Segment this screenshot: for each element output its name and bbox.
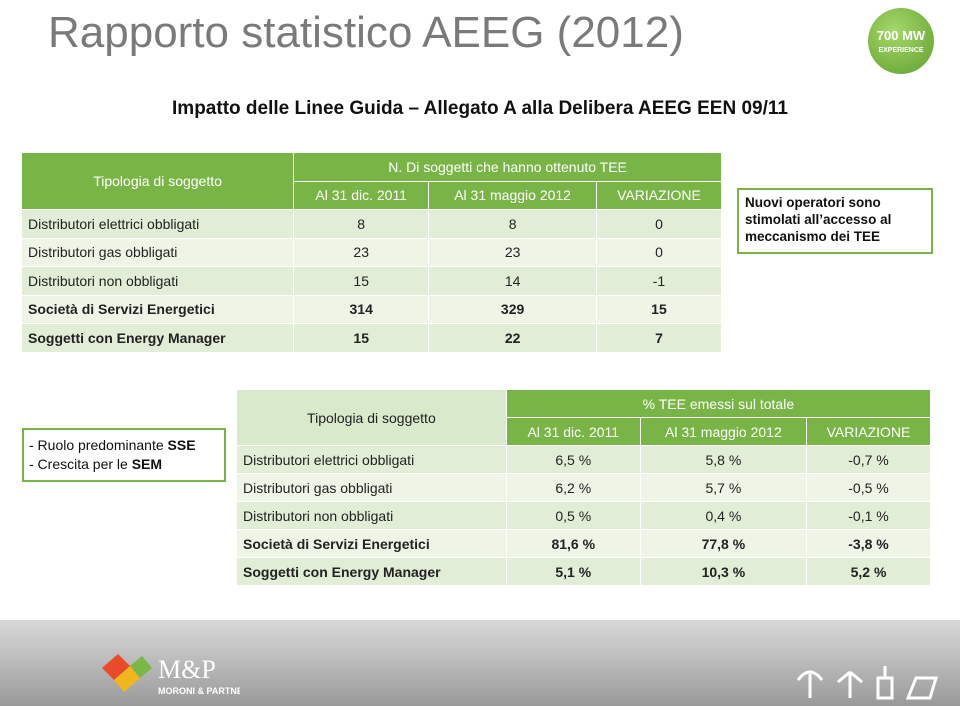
cell: -0,5 % <box>807 474 931 502</box>
cell: 329 <box>429 295 597 324</box>
row-label: Distributori elettrici obbligati <box>237 446 507 474</box>
logo-text: 700 MW <box>876 28 926 43</box>
group-header: % TEE emessi sul totale <box>506 390 931 418</box>
header-row: Al 31 dic. 2011 Al 31 maggio 2012 VARIAZIO… <box>237 418 931 446</box>
row-label: Distributori non obbligati <box>22 267 295 296</box>
logo: 700 MW EXPERIENCE <box>868 8 934 74</box>
cell: 314 <box>294 295 430 324</box>
row-label: Distributori non obbligati <box>237 502 507 530</box>
cell: 5,7 % <box>640 474 807 502</box>
text: - Ruolo predominante <box>29 437 168 453</box>
cell: 5,8 % <box>640 446 807 474</box>
cell: 10,3 % <box>640 558 807 586</box>
header-row: Al 31 dic. 2011 Al 31 maggio 2012 VARIAZIO… <box>22 181 722 210</box>
cell: 0 <box>596 238 722 267</box>
cell: 77,8 % <box>640 530 807 558</box>
title: Rapporto statistico AEEG (2012) <box>48 8 684 57</box>
column-header: Al 31 maggio 2012 <box>640 418 807 446</box>
text: SSE <box>167 437 196 453</box>
row-header: Tipologia di soggetto <box>237 390 507 446</box>
cell: 14 <box>429 267 597 296</box>
table-row: Distributori elettrici obbligati 8 8 0 <box>22 210 722 239</box>
cell: 23 <box>429 238 597 267</box>
cell: 23 <box>294 238 430 267</box>
row-label: Soggetti con Energy Manager <box>22 324 295 353</box>
cell: 15 <box>294 267 430 296</box>
cell: 0,5 % <box>506 502 641 530</box>
brand-sub: MORONI & PARTNERS <box>158 686 240 696</box>
side-note: - Ruolo predominante SSE - Crescita per … <box>22 428 226 482</box>
table-row: Distributori gas obbligati 6,2 % 5,7 % -0,5… <box>237 474 931 502</box>
table-row: Società di Servizi Energetici 81,6 % 77,8 … <box>237 530 931 558</box>
header-row: Tipologia di soggetto% TEE emessi sul to… <box>237 390 931 446</box>
row-label: Società di Servizi Energetici <box>237 530 507 558</box>
cell: -1 <box>596 267 722 296</box>
line: - Crescita per le SEM <box>29 455 219 474</box>
table-row: Soggetti con Energy Manager 5,1 % 10,3 % 5,… <box>237 558 931 586</box>
table-row: Distributori elettrici obbligati 6,5 % 5,8… <box>237 446 931 474</box>
logo-shape <box>102 654 130 680</box>
cell: 7 <box>596 324 722 353</box>
table-row: Distributori non obbligati 0,5 % 0,4 % -0,1… <box>237 502 931 530</box>
row-label: Società di Servizi Energetici <box>22 295 295 324</box>
column-header: VARIAZIONE <box>807 418 931 446</box>
column-header: Al 31 dic. 2011 <box>294 181 430 210</box>
group-header: N. Di soggetti che hanno ottenuto TEE <box>294 153 722 182</box>
cell: -0,7 % <box>807 446 931 474</box>
line: - Ruolo predominante SSE <box>29 436 219 455</box>
cell: 5,1 % <box>506 558 641 586</box>
note: Nuovi operatori sono stimolati all’acces… <box>737 188 933 254</box>
cell: 6,5 % <box>506 446 641 474</box>
cell: 22 <box>429 324 597 353</box>
brand-logo: M&P MORONI & PARTNERS <box>102 654 240 696</box>
cell: 15 <box>596 295 722 324</box>
logo-shape <box>130 656 152 678</box>
row-header: Tipologia di soggetto <box>22 153 295 210</box>
header-row: Tipologia di soggetto N. Di soggetti che … <box>22 153 722 210</box>
table-row: Società di Servizi Energetici 314 329 15 <box>22 295 722 324</box>
table-row: Distributori non obbligati 15 14 -1 <box>22 267 722 296</box>
column-header: Al 31 maggio 2012 <box>429 181 597 210</box>
row-label: Soggetti con Energy Manager <box>237 558 507 586</box>
cell: 8 <box>294 210 430 239</box>
cell: 5,2 % <box>807 558 931 586</box>
column-header: VARIAZIONE <box>596 181 722 210</box>
cell: 81,6 % <box>506 530 641 558</box>
cell: 0 <box>596 210 722 239</box>
table-row: Distributori gas obbligati 23 23 0 <box>22 238 722 267</box>
cell: 0,4 % <box>640 502 807 530</box>
row-label: Distributori elettrici obbligati <box>22 210 295 239</box>
cell: 8 <box>429 210 597 239</box>
cell: 6,2 % <box>506 474 641 502</box>
icons <box>796 666 939 700</box>
text: SEM <box>131 456 163 472</box>
row-label: Distributori gas obbligati <box>237 474 507 502</box>
column-header: Al 31 dic. 2011 <box>506 418 641 446</box>
brand-name: M&P <box>158 655 216 684</box>
table: Tipologia di soggetto% TEE emessi sul to… <box>237 390 931 586</box>
logo-shape <box>114 666 140 692</box>
row-label: Distributori gas obbligati <box>22 238 295 267</box>
text: - Crescita per le <box>29 456 132 472</box>
logo-subtext: EXPERIENCE <box>878 47 924 54</box>
table: Tipologia di soggetto N. Di soggetti che … <box>22 153 722 353</box>
subtitle: Impatto delle Linee Guida – Allegato A a… <box>172 98 788 119</box>
cell: -3,8 % <box>807 530 931 558</box>
footer <box>0 620 960 706</box>
cell: -0,1 % <box>807 502 931 530</box>
table-row: Soggetti con Energy Manager 15 22 7 <box>22 324 722 353</box>
cell: 15 <box>294 324 430 353</box>
